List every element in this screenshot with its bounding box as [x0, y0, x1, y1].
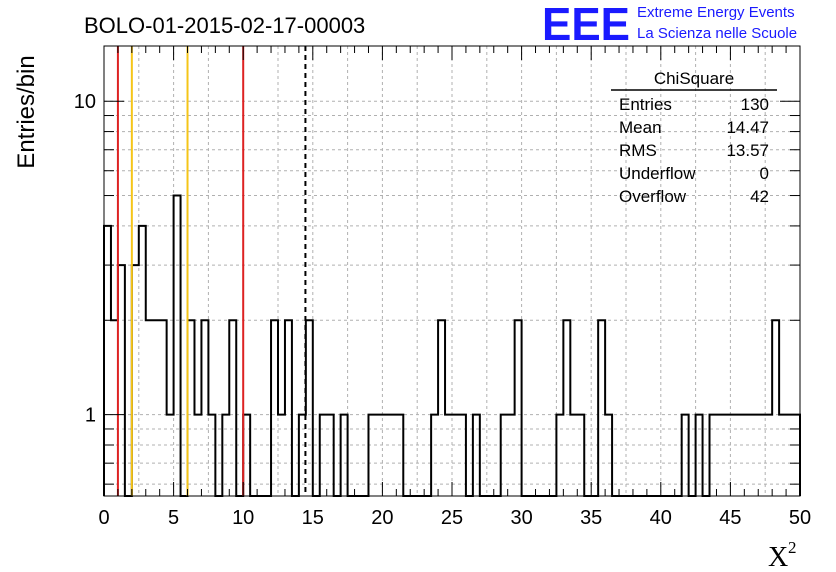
stats-rows: Entries 130 Mean 14.47 RMS 13.57 Underflow 0 Ove… — [619, 95, 769, 206]
histogram-bin — [716, 415, 723, 496]
histogram-bin — [285, 320, 292, 496]
histogram-bin — [368, 415, 375, 496]
histogram-bin — [208, 415, 215, 496]
stats-value: 130 — [741, 95, 769, 114]
y-tick-label: 10 — [74, 91, 96, 113]
stats-label: Entries — [619, 95, 672, 114]
histogram-bin — [765, 415, 772, 496]
histogram-bin — [271, 320, 278, 496]
histogram-bin — [118, 265, 125, 496]
stats-label: Mean — [619, 118, 662, 137]
histogram-bin — [243, 415, 250, 496]
histogram-bin — [431, 415, 438, 496]
x-tick-label: 20 — [371, 507, 393, 529]
histogram-bin — [160, 320, 167, 496]
histogram-bin — [751, 415, 758, 496]
x-tick-label: 5 — [168, 507, 179, 529]
histogram-bin — [438, 320, 445, 496]
histogram-bin — [501, 415, 508, 496]
histogram-bin — [598, 320, 605, 496]
histogram-bin — [473, 415, 480, 496]
y-tick-label: 1 — [85, 405, 96, 427]
histogram-bin — [605, 415, 612, 496]
histogram-bin — [515, 320, 522, 496]
histogram-bin — [375, 415, 382, 496]
histogram-bin — [194, 415, 201, 496]
histogram-bin — [320, 415, 327, 496]
stats-title: ChiSquare — [654, 69, 734, 88]
histogram-bin — [723, 415, 730, 496]
histogram-bin — [556, 415, 563, 496]
eee-logo-text: EEE — [542, 0, 630, 50]
histogram-bin — [132, 265, 139, 496]
histogram-bin — [459, 415, 466, 496]
stats-label: Overflow — [619, 187, 687, 206]
histogram-bin — [577, 415, 584, 496]
histogram-bin — [730, 415, 737, 496]
histogram-bin — [508, 415, 515, 496]
stats-box: ChiSquare Entries 130 Mean 14.47 RMS 13.57 Und… — [611, 69, 777, 206]
eee-logo: EEE Extreme Energy Events La Scienza nel… — [542, 0, 797, 50]
histogram-bin — [682, 415, 689, 496]
stats-value: 0 — [760, 164, 769, 183]
x-tick-label: 35 — [580, 507, 602, 529]
histogram-bin — [744, 415, 751, 496]
histogram-bin — [139, 226, 146, 496]
x-axis-label-base: X — [768, 542, 788, 572]
histogram-bin — [737, 415, 744, 496]
histogram-bin — [153, 320, 160, 496]
histogram-bin — [758, 415, 765, 496]
histogram-bin — [188, 320, 195, 496]
eee-logo-line1: Extreme Energy Events — [637, 4, 795, 21]
histogram-bin — [201, 320, 208, 496]
histogram-bin — [445, 415, 452, 496]
histogram-bin — [396, 415, 403, 496]
stats-value: 13.57 — [726, 141, 769, 160]
stats-value: 14.47 — [726, 118, 769, 137]
grid — [104, 46, 800, 496]
stats-label: RMS — [619, 141, 657, 160]
histogram-bin — [341, 415, 348, 496]
histogram-bin — [327, 415, 334, 496]
x-tick-label: 0 — [98, 507, 109, 529]
eee-logo-line2: La Scienza nelle Scuole — [637, 25, 797, 42]
histogram-bin — [146, 320, 153, 496]
histogram-bin — [696, 415, 703, 496]
x-axis-label-superscript: 2 — [788, 538, 797, 557]
histogram-bin — [111, 320, 118, 496]
histogram-bin — [167, 415, 174, 496]
histogram-bin — [772, 320, 779, 496]
x-tick-label: 45 — [719, 507, 741, 529]
histogram-bin — [382, 415, 389, 496]
stats-label: Underflow — [619, 164, 696, 183]
stats-value: 42 — [750, 187, 769, 206]
x-tick-label: 40 — [650, 507, 672, 529]
histogram-bin — [563, 320, 570, 496]
histogram-bin — [104, 226, 111, 496]
histogram-bin — [222, 415, 229, 496]
x-tick-label: 30 — [510, 507, 532, 529]
x-tick-label: 50 — [789, 507, 811, 529]
histogram-bin — [174, 196, 181, 496]
x-tick-label: 10 — [232, 507, 254, 529]
reference-lines — [116, 46, 307, 496]
histogram-bin — [229, 320, 236, 496]
x-axis-label: X 2 — [768, 538, 797, 572]
histogram-bin — [306, 320, 313, 496]
x-tick-label: 25 — [441, 507, 463, 529]
histogram-bin — [389, 415, 396, 496]
histogram-bin — [278, 415, 285, 496]
histogram-bin — [710, 415, 717, 496]
axis-ticks: 0 5 10 15 20 25 30 35 40 45 50 1 10 — [74, 46, 811, 529]
histogram-bin — [570, 415, 577, 496]
histogram-bin — [452, 415, 459, 496]
chart-title: BOLO-01-2015-02-17-00003 — [84, 13, 365, 38]
histogram-bin — [779, 415, 786, 496]
x-tick-label: 15 — [302, 507, 324, 529]
y-axis-label: Entries/bin — [13, 55, 40, 168]
